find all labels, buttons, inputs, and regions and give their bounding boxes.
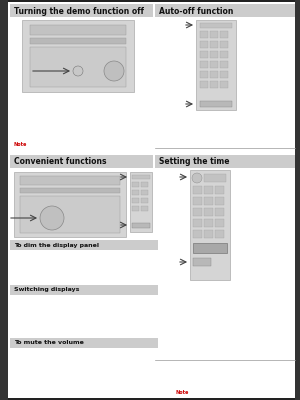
Bar xyxy=(210,81,218,88)
Bar xyxy=(193,186,202,194)
Bar xyxy=(155,155,295,168)
Bar xyxy=(204,197,213,205)
Bar xyxy=(220,61,228,68)
Bar xyxy=(295,0,300,400)
Bar xyxy=(200,51,208,58)
Text: Turning the demo function off: Turning the demo function off xyxy=(14,6,144,16)
Circle shape xyxy=(73,66,83,76)
Bar xyxy=(10,155,153,168)
Bar xyxy=(204,208,213,216)
Bar xyxy=(132,206,139,211)
Bar xyxy=(204,230,213,238)
Bar xyxy=(141,198,148,203)
Bar xyxy=(204,174,226,182)
Bar xyxy=(14,172,126,237)
Bar xyxy=(215,219,224,227)
Bar xyxy=(20,176,120,185)
Bar xyxy=(204,219,213,227)
Bar xyxy=(190,170,230,280)
Bar xyxy=(215,186,224,194)
Bar xyxy=(215,197,224,205)
Text: Switching displays: Switching displays xyxy=(14,288,80,292)
Bar xyxy=(10,285,158,295)
Bar xyxy=(215,230,224,238)
Bar xyxy=(210,51,218,58)
Bar xyxy=(215,208,224,216)
Bar xyxy=(200,101,232,107)
Bar xyxy=(196,20,236,110)
Bar xyxy=(30,47,126,87)
Bar xyxy=(220,71,228,78)
Bar xyxy=(210,31,218,38)
Bar xyxy=(193,243,227,253)
Bar xyxy=(10,240,158,250)
Circle shape xyxy=(104,61,124,81)
Text: To dim the display panel: To dim the display panel xyxy=(14,242,99,248)
Bar xyxy=(141,206,148,211)
Text: To mute the volume: To mute the volume xyxy=(14,340,84,346)
Bar xyxy=(132,198,139,203)
Bar xyxy=(0,0,8,400)
Bar xyxy=(30,25,126,35)
Bar xyxy=(200,41,208,48)
Bar xyxy=(200,23,232,28)
Bar xyxy=(20,196,120,233)
Text: Auto-off function: Auto-off function xyxy=(159,6,233,16)
Bar xyxy=(200,61,208,68)
Bar xyxy=(204,186,213,194)
Bar xyxy=(10,4,153,17)
Bar xyxy=(200,81,208,88)
Bar xyxy=(141,182,148,187)
Text: Setting the time: Setting the time xyxy=(159,158,230,166)
Bar xyxy=(132,223,150,228)
Text: Note: Note xyxy=(14,142,27,148)
Bar xyxy=(193,208,202,216)
Bar xyxy=(200,71,208,78)
Bar xyxy=(130,172,152,232)
Circle shape xyxy=(40,206,64,230)
Bar xyxy=(10,338,158,348)
Bar xyxy=(132,190,139,195)
Bar xyxy=(30,38,126,44)
Circle shape xyxy=(192,173,202,183)
Bar xyxy=(210,61,218,68)
Bar xyxy=(193,219,202,227)
Bar xyxy=(200,31,208,38)
Bar xyxy=(193,230,202,238)
Bar xyxy=(220,31,228,38)
Bar xyxy=(141,190,148,195)
Bar xyxy=(220,81,228,88)
Bar xyxy=(220,41,228,48)
Bar xyxy=(20,188,120,193)
Bar xyxy=(132,182,139,187)
Bar xyxy=(22,20,134,92)
Bar xyxy=(193,258,211,266)
Text: Note: Note xyxy=(175,390,188,394)
Bar xyxy=(210,41,218,48)
Text: 16: 16 xyxy=(14,388,25,396)
Bar xyxy=(220,51,228,58)
Bar xyxy=(132,175,150,179)
Bar xyxy=(155,4,295,17)
Text: Convenient functions: Convenient functions xyxy=(14,158,106,166)
Bar xyxy=(210,71,218,78)
Bar xyxy=(193,197,202,205)
